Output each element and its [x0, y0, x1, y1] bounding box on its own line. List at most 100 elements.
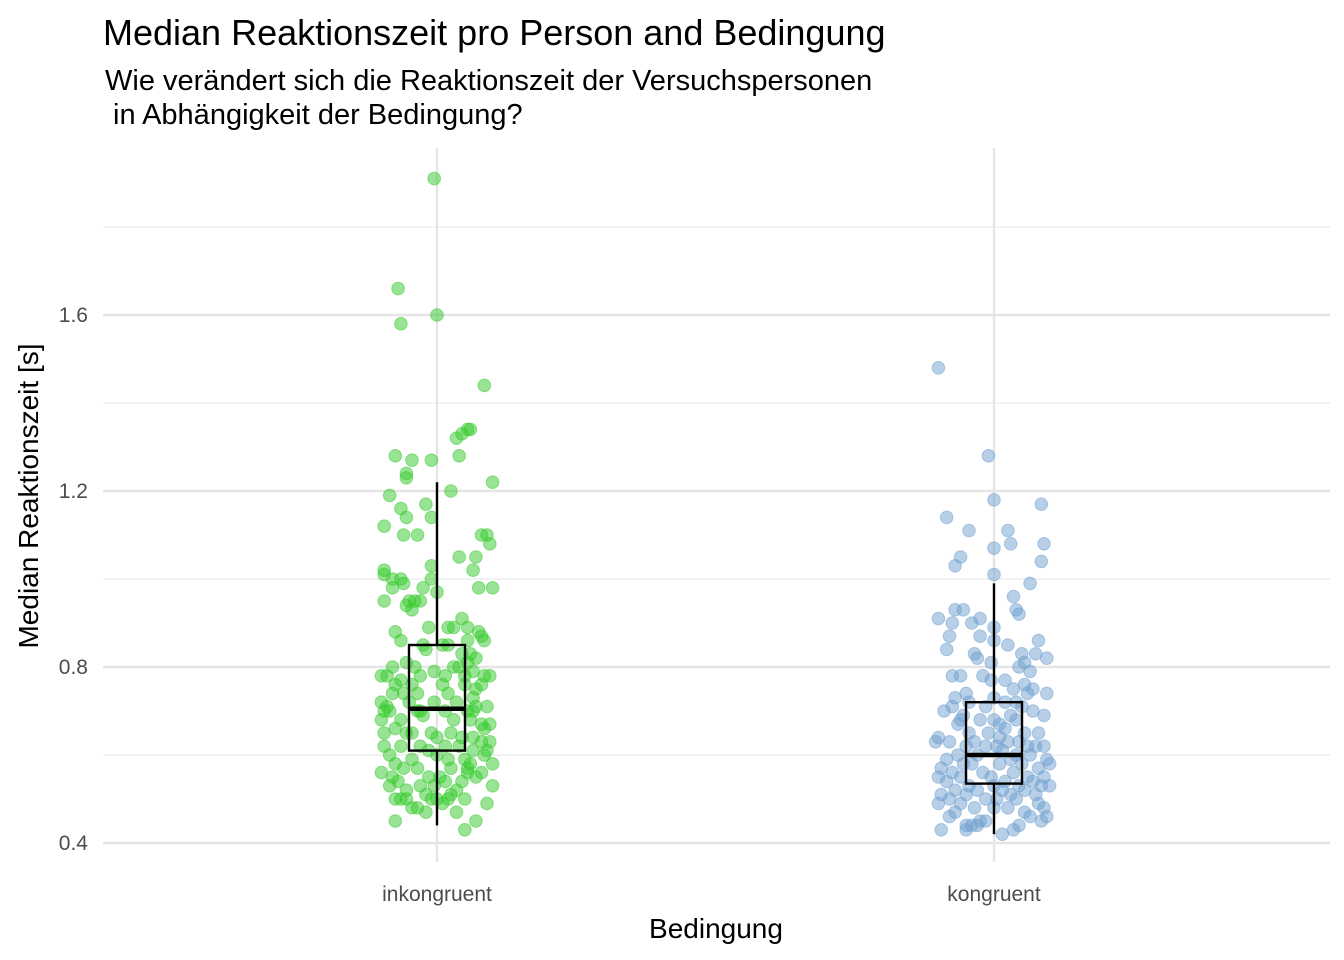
- point-kongruent-60: [937, 704, 951, 718]
- point-inkongruent-38: [385, 581, 400, 595]
- y-axis-ticks: 0.4 0.8 1.2 1.6: [59, 304, 89, 855]
- point-inkongruent-29: [469, 550, 483, 564]
- point-inkongruent-11: [424, 453, 439, 468]
- point-kongruent-130: [1009, 792, 1024, 806]
- point-inkongruent-4: [477, 378, 492, 393]
- point-inkongruent-144: [410, 761, 425, 776]
- point-kongruent-14: [1023, 576, 1037, 591]
- point-kongruent-12: [1034, 554, 1049, 569]
- point-kongruent-146: [978, 814, 993, 828]
- point-kongruent-0: [931, 361, 946, 375]
- point-inkongruent-174: [480, 796, 494, 811]
- point-inkongruent-28: [452, 550, 467, 564]
- point-kongruent-13: [987, 567, 1001, 582]
- y-tick-label-0: 0.4: [59, 832, 89, 855]
- point-inkongruent-55: [421, 620, 436, 635]
- x-axis-ticks: inkongruent kongruent: [382, 883, 1041, 906]
- point-kongruent-151: [965, 818, 979, 833]
- point-kongruent-153: [942, 809, 957, 824]
- point-kongruent-70: [951, 717, 965, 732]
- point-inkongruent-39: [416, 581, 430, 595]
- point-inkongruent-100: [480, 699, 494, 714]
- point-inkongruent-153: [469, 770, 483, 784]
- point-inkongruent-177: [419, 805, 433, 820]
- point-inkongruent-58: [477, 633, 492, 648]
- point-kongruent-8: [987, 541, 1001, 556]
- point-inkongruent-59: [394, 633, 408, 648]
- point-inkongruent-8: [449, 431, 464, 446]
- point-kongruent-27: [1031, 633, 1046, 648]
- point-kongruent-84: [1037, 739, 1051, 754]
- point-kongruent-28: [1001, 638, 1015, 652]
- point-inkongruent-172: [441, 792, 455, 806]
- box-iqr-inkongruent: [407, 643, 467, 752]
- point-kongruent-5: [962, 523, 976, 538]
- point-kongruent-134: [1001, 801, 1015, 815]
- point-inkongruent-0: [427, 171, 442, 186]
- point-inkongruent-48: [405, 603, 419, 617]
- box-iqr-kongruent: [964, 701, 1024, 785]
- point-kongruent-65: [973, 713, 987, 727]
- point-kongruent-36: [1040, 651, 1054, 666]
- point-kongruent-150: [995, 827, 1010, 842]
- point-kongruent-43: [984, 673, 999, 688]
- data-points: [374, 171, 1057, 842]
- point-kongruent-101: [992, 757, 1007, 771]
- point-inkongruent-74: [380, 669, 394, 683]
- point-inkongruent-145: [396, 761, 411, 776]
- point-inkongruent-162: [485, 779, 500, 793]
- point-inkongruent-128: [394, 739, 408, 754]
- point-kongruent-19: [1012, 607, 1026, 622]
- point-kongruent-6: [1001, 523, 1015, 538]
- point-inkongruent-75: [413, 669, 428, 683]
- point-inkongruent-63: [419, 642, 433, 657]
- point-inkongruent-118: [377, 726, 392, 740]
- point-kongruent-47: [1006, 682, 1021, 696]
- point-inkongruent-42: [485, 581, 500, 595]
- point-kongruent-9: [1037, 537, 1051, 551]
- point-inkongruent-14: [399, 471, 414, 485]
- point-inkongruent-158: [382, 779, 397, 793]
- point-inkongruent-24: [410, 528, 425, 542]
- point-kongruent-44: [998, 673, 1012, 688]
- point-inkongruent-51: [446, 620, 461, 635]
- point-kongruent-48: [1020, 686, 1035, 701]
- point-kongruent-15: [1006, 589, 1021, 604]
- point-kongruent-30: [939, 642, 954, 657]
- point-inkongruent-16: [444, 484, 458, 498]
- point-inkongruent-18: [419, 497, 433, 512]
- x-axis-title: Bedingung: [649, 913, 783, 944]
- point-kongruent-2: [987, 493, 1001, 507]
- point-inkongruent-135: [477, 748, 492, 762]
- point-inkongruent-23: [396, 528, 411, 542]
- point-kongruent-63: [1037, 708, 1051, 723]
- point-kongruent-78: [942, 735, 957, 749]
- point-kongruent-122: [1042, 779, 1057, 793]
- x-tick-label-1: kongruent: [947, 883, 1041, 906]
- point-inkongruent-181: [458, 823, 472, 837]
- y-tick-label-3: 1.6: [59, 304, 88, 327]
- point-inkongruent-9: [388, 449, 403, 463]
- point-kongruent-105: [1006, 765, 1021, 780]
- point-inkongruent-111: [446, 713, 461, 727]
- point-inkongruent-2: [394, 317, 408, 331]
- point-kongruent-34: [970, 651, 985, 666]
- chart-title: Median Reaktionszeit pro Person and Bedi…: [103, 12, 886, 53]
- point-inkongruent-142: [485, 757, 500, 771]
- point-inkongruent-17: [382, 488, 397, 503]
- point-kongruent-67: [1009, 713, 1024, 727]
- point-inkongruent-102: [382, 704, 397, 718]
- point-inkongruent-178: [449, 805, 464, 820]
- point-kongruent-132: [931, 796, 946, 811]
- point-inkongruent-173: [458, 792, 472, 806]
- point-kongruent-113: [939, 774, 954, 789]
- point-kongruent-23: [945, 616, 960, 630]
- point-inkongruent-22: [377, 519, 392, 534]
- point-kongruent-57: [978, 699, 993, 714]
- point-inkongruent-3: [430, 308, 444, 322]
- point-inkongruent-12: [452, 449, 467, 463]
- point-kongruent-25: [942, 629, 957, 644]
- point-kongruent-17: [956, 603, 971, 617]
- point-kongruent-136: [967, 801, 982, 815]
- point-kongruent-26: [973, 629, 987, 644]
